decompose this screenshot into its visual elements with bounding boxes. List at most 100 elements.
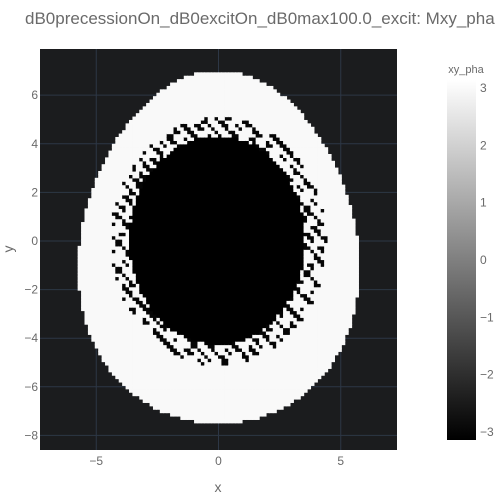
heatmap-cell xyxy=(248,375,253,380)
heatmap-cell xyxy=(255,405,260,410)
heatmap-cell xyxy=(94,235,99,240)
heatmap-cell xyxy=(163,245,168,250)
heatmap-cell xyxy=(262,368,267,373)
heatmap-cell xyxy=(166,147,171,152)
heatmap-cell xyxy=(265,259,270,264)
heatmap-cell xyxy=(252,191,257,196)
heatmap-cell xyxy=(265,177,270,182)
heatmap-cell xyxy=(87,211,92,216)
heatmap-cell xyxy=(183,160,188,165)
heatmap-cell xyxy=(183,194,188,199)
heatmap-cell xyxy=(241,273,246,278)
heatmap-cell xyxy=(228,290,233,295)
heatmap-cell xyxy=(235,283,240,288)
heatmap-cell xyxy=(142,215,147,220)
heatmap-cell xyxy=(197,133,202,138)
heatmap-cell xyxy=(81,276,86,281)
heatmap-cell xyxy=(187,398,192,403)
heatmap-cell xyxy=(241,347,246,352)
heatmap-cell xyxy=(200,402,205,407)
heatmap-cell xyxy=(94,239,99,244)
heatmap-cell xyxy=(265,113,270,118)
heatmap-cell xyxy=(170,307,175,312)
heatmap-cell xyxy=(211,324,216,329)
heatmap-cell xyxy=(159,405,164,410)
heatmap-cell xyxy=(142,313,147,318)
heatmap-cell xyxy=(245,211,250,216)
heatmap-cell xyxy=(235,249,240,254)
heatmap-cell xyxy=(238,245,243,250)
heatmap-cell xyxy=(132,222,137,227)
heatmap-cell xyxy=(125,235,130,240)
heatmap-cell xyxy=(163,96,168,101)
heatmap-cell xyxy=(101,228,106,233)
heatmap-cell xyxy=(125,320,130,325)
heatmap-cell xyxy=(180,157,185,162)
heatmap-cell xyxy=(214,235,219,240)
heatmap-cell xyxy=(272,276,277,281)
heatmap-cell xyxy=(139,171,144,176)
heatmap-cell xyxy=(173,96,178,101)
heatmap-cell xyxy=(152,375,157,380)
heatmap-cell xyxy=(248,99,253,104)
heatmap-cell xyxy=(166,171,171,176)
heatmap-cell xyxy=(238,150,243,155)
heatmap-cell xyxy=(241,228,246,233)
heatmap-cell xyxy=(146,184,151,189)
heatmap-cell xyxy=(262,300,267,305)
heatmap-cell xyxy=(207,218,212,223)
heatmap-cell xyxy=(125,371,130,376)
heatmap-cell xyxy=(149,123,154,128)
heatmap-cell xyxy=(228,136,233,141)
heatmap-cell xyxy=(111,215,116,220)
heatmap-cell xyxy=(115,296,120,301)
heatmap-cell xyxy=(252,167,257,172)
heatmap-cell xyxy=(129,211,134,216)
heatmap-cell xyxy=(259,381,264,386)
heatmap-cell xyxy=(94,273,99,278)
heatmap-cell xyxy=(259,85,264,90)
heatmap-cell xyxy=(81,232,86,237)
heatmap-cell xyxy=(135,313,140,318)
heatmap-cell xyxy=(163,177,168,182)
heatmap-cell xyxy=(197,191,202,196)
heatmap-cell xyxy=(94,215,99,220)
heatmap-cell xyxy=(129,160,134,165)
heatmap-cell xyxy=(118,344,123,349)
heatmap-cell xyxy=(248,320,253,325)
heatmap-cell xyxy=(115,215,120,220)
heatmap-cell xyxy=(211,245,216,250)
heatmap-cell xyxy=(187,296,192,301)
heatmap-cell xyxy=(139,147,144,152)
heatmap-cell xyxy=(98,262,103,267)
heatmap-cell xyxy=(252,361,257,366)
heatmap-cell xyxy=(152,177,157,182)
heatmap-cell xyxy=(115,371,120,376)
heatmap-cell xyxy=(170,222,175,227)
heatmap-cell xyxy=(163,392,168,397)
heatmap-cell xyxy=(180,307,185,312)
heatmap-cell xyxy=(125,378,130,383)
heatmap-cell xyxy=(207,392,212,397)
heatmap-cell xyxy=(204,153,209,158)
heatmap-cell xyxy=(235,279,240,284)
heatmap-cell xyxy=(214,252,219,257)
heatmap-cell xyxy=(200,133,205,138)
heatmap-cell xyxy=(245,153,250,158)
heatmap-cell xyxy=(194,317,199,322)
heatmap-cell xyxy=(115,245,120,250)
heatmap-cell xyxy=(149,215,154,220)
heatmap-cell xyxy=(152,167,157,172)
heatmap-cell xyxy=(156,205,161,210)
heatmap-cell xyxy=(235,375,240,380)
heatmap-cell xyxy=(228,171,233,176)
heatmap-cell xyxy=(248,164,253,169)
heatmap-cell xyxy=(255,266,260,271)
heatmap-cell xyxy=(156,296,161,301)
heatmap-cell xyxy=(173,347,178,352)
heatmap-cell xyxy=(269,368,274,373)
heatmap-cell xyxy=(170,239,175,244)
heatmap-cell xyxy=(183,113,188,118)
heatmap-cell xyxy=(187,89,192,94)
heatmap-cell xyxy=(218,201,223,206)
